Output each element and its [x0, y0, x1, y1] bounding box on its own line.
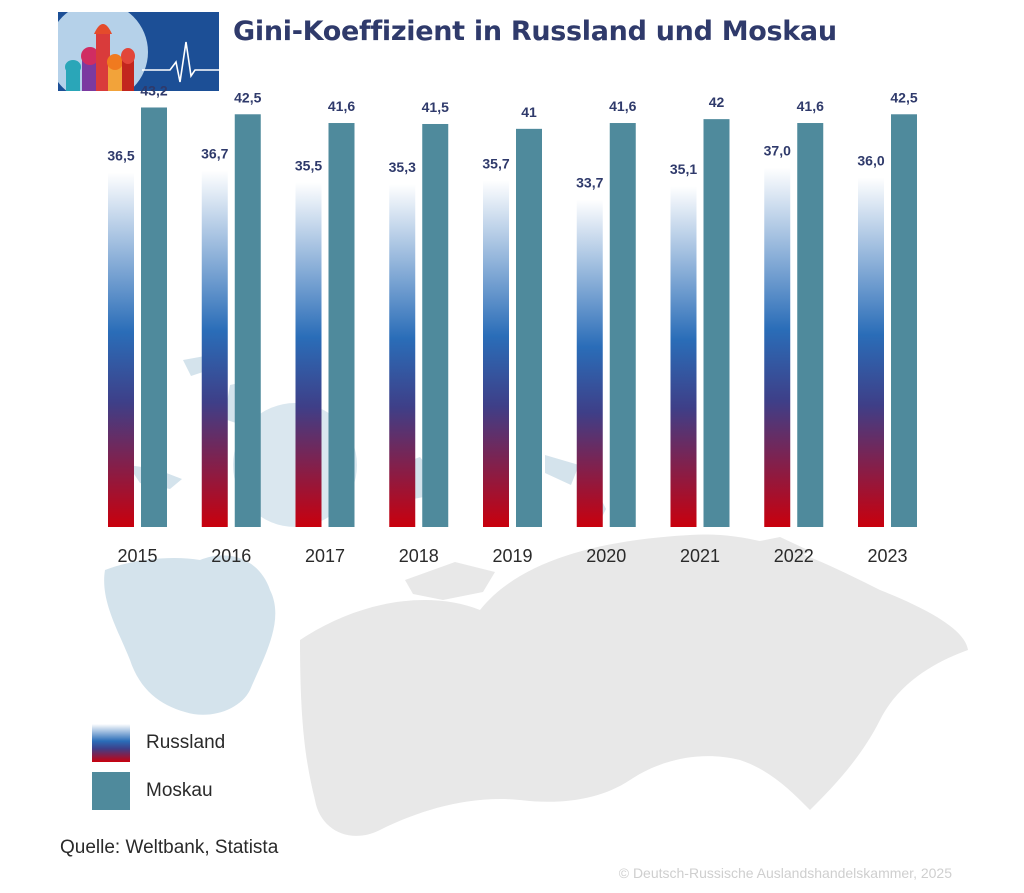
data-label-moskau-2019: 41	[521, 104, 537, 120]
data-label-russland-2020: 33,7	[576, 175, 603, 191]
x-tick-label-2018: 2018	[399, 546, 439, 566]
island-shape	[545, 455, 579, 485]
bar-russland-2019	[483, 180, 509, 527]
bar-moskau-2016	[234, 114, 261, 528]
x-tick-label-2017: 2017	[305, 546, 345, 566]
x-tick-label-2021: 2021	[680, 546, 720, 566]
bar-russland-2015	[108, 172, 134, 528]
bar-moskau-2022	[797, 123, 824, 528]
russia-map-shape	[300, 534, 968, 836]
moscow-highlight	[233, 403, 357, 527]
legend-swatch-moskau	[92, 772, 130, 810]
data-label-russland-2015: 36,5	[107, 148, 134, 164]
bar-moskau-2018	[422, 123, 449, 527]
data-label-russland-2023: 36,0	[857, 152, 884, 168]
x-tick-label-2019: 2019	[492, 546, 532, 566]
x-tick-label-2020: 2020	[586, 546, 626, 566]
data-label-moskau-2015: 43,2	[140, 82, 167, 98]
legend-item-russland: Russland	[92, 724, 225, 762]
data-label-russland-2019: 35,7	[482, 155, 509, 171]
logo-image	[58, 12, 219, 91]
legend-swatch-russland	[92, 724, 130, 762]
bar-russland-2021	[670, 186, 697, 527]
data-label-moskau-2018: 41,5	[422, 99, 449, 115]
data-label-moskau-2023: 42,5	[890, 89, 917, 105]
source-note: Quelle: Weltbank, Statista	[60, 837, 279, 858]
data-label-russland-2021: 35,1	[670, 161, 697, 177]
legend-label-russland: Russland	[146, 732, 226, 753]
bar-russland-2018	[389, 184, 416, 527]
data-label-moskau-2020: 41,6	[609, 98, 636, 114]
west-map-shape	[104, 555, 276, 715]
copyright-note: © Deutsch-Russische Auslandshandelskamme…	[618, 865, 952, 881]
data-label-moskau-2016: 42,5	[234, 89, 261, 105]
bar-russland-2020	[576, 199, 603, 528]
page-title: Gini-Koeffizient in Russland und Moskau	[233, 16, 837, 47]
bar-moskau-2017	[328, 123, 355, 528]
data-label-moskau-2021: 42	[709, 94, 725, 110]
bar-moskau-2023	[891, 114, 917, 528]
x-tick-label-2015: 2015	[117, 546, 157, 566]
legend-label-moskau: Moskau	[146, 780, 213, 801]
data-label-russland-2022: 37,0	[764, 143, 791, 159]
data-label-russland-2017: 35,5	[295, 157, 322, 173]
bar-moskau-2020	[609, 123, 636, 528]
island-shape	[740, 537, 810, 563]
x-tick-label-2023: 2023	[867, 546, 907, 566]
bar-moskau-2021	[703, 119, 730, 527]
island-shape	[405, 562, 495, 600]
bar-moskau-2015	[141, 107, 167, 527]
x-tick-label-2016: 2016	[211, 546, 251, 566]
bar-russland-2023	[858, 177, 884, 527]
data-label-russland-2018: 35,3	[389, 159, 416, 175]
bar-russland-2016	[201, 170, 228, 527]
data-label-moskau-2022: 41,6	[797, 98, 824, 114]
data-label-russland-2016: 36,7	[201, 146, 228, 162]
legend-item-moskau: Moskau	[92, 772, 213, 810]
bar-russland-2022	[764, 167, 791, 527]
bar-moskau-2019	[516, 128, 542, 527]
x-tick-label-2022: 2022	[774, 546, 814, 566]
bar-russland-2017	[295, 182, 322, 527]
data-label-moskau-2017: 41,6	[328, 98, 355, 114]
